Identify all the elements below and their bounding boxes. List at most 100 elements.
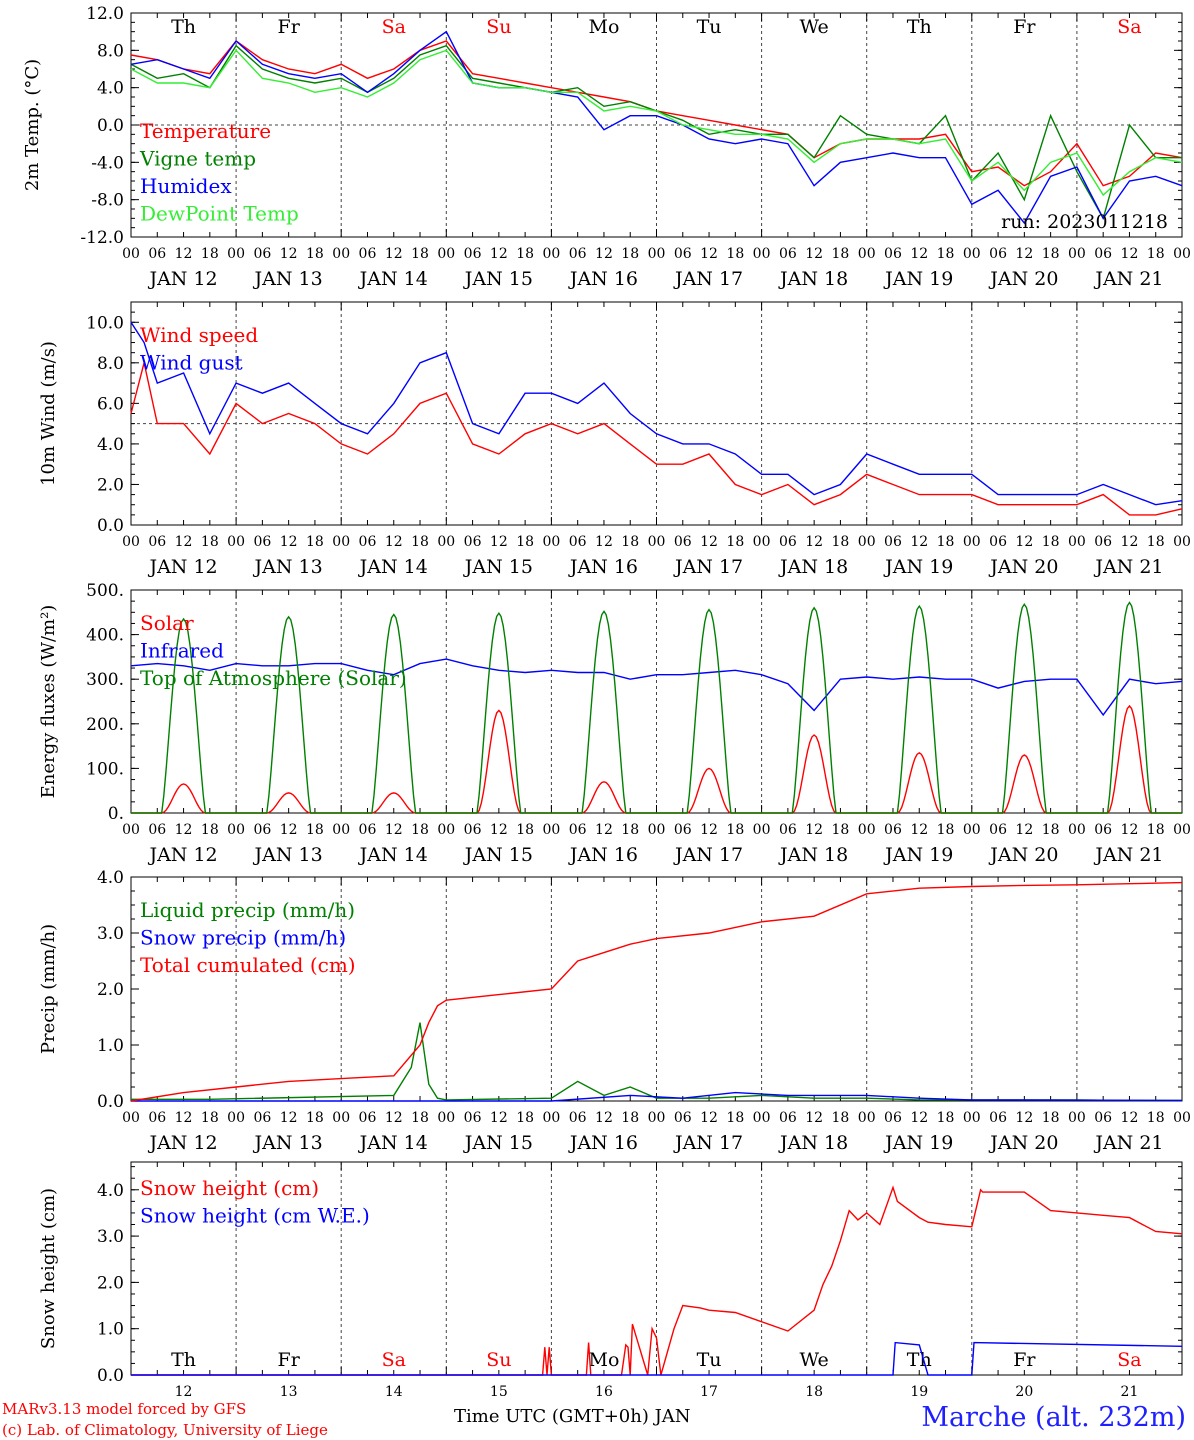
legend-entry: Vigne temp [139,147,256,171]
hour-tick-label: 12 [595,822,613,838]
series-line-vigne-temp [130,44,1182,221]
legend-entry: Humidex [140,174,232,198]
hour-tick-label: 00 [1173,822,1191,838]
hour-tick-label: 00 [227,246,245,262]
hour-tick-label: 12 [175,246,193,262]
series-line-infrared [130,658,1183,717]
hour-tick-label: 00 [858,534,876,550]
hour-tick-label: 00 [963,246,981,262]
hour-tick-label: 18 [1147,534,1165,550]
date-label: JAN 21 [1093,268,1163,290]
hour-tick-label: 06 [779,822,797,838]
hour-tick-label: 00 [1068,822,1086,838]
time-axis-label: Time UTC (GMT+0h) JAN [454,1406,691,1427]
hour-tick-label: 18 [621,534,639,550]
hour-tick-label: 06 [1094,246,1112,262]
hour-tick-label: 18 [726,246,744,262]
hour-tick-label: 18 [306,534,324,550]
date-label: JAN 17 [673,268,743,290]
hour-tick-label: 18 [832,1110,850,1126]
hour-tick-label: 06 [253,246,271,262]
weekday-label: Tu [697,1349,722,1371]
hour-tick-label: 18 [411,246,429,262]
model-credit: MARv3.13 model forced by GFS [2,1400,247,1418]
hour-tick-label: 06 [569,1110,587,1126]
hour-tick-label: 06 [359,822,377,838]
date-label: JAN 16 [568,1132,638,1154]
hour-tick-label: 12 [175,1110,193,1126]
hour-tick-label: 00 [122,534,140,550]
hour-tick-label: 12 [280,1110,298,1126]
series-line-wind-gust [130,321,1183,506]
hour-tick-label: 12 [1015,534,1033,550]
y-axis-label: 2m Temp. (°C) [22,59,43,191]
hour-tick-label: 06 [884,1110,902,1126]
hour-tick-label: 12 [490,822,508,838]
weekday-label: Mo [588,1349,619,1371]
legend-entry: Liquid precip (mm/h) [140,898,355,922]
hour-tick-label: 06 [464,534,482,550]
hour-tick-label: 06 [989,822,1007,838]
day-number-label: 15 [490,1384,508,1400]
station-label: Marche (alt. 232m) [921,1402,1186,1433]
day-number-label: 20 [1015,1384,1033,1400]
hour-tick-label: 00 [963,534,981,550]
hour-tick-label: 18 [726,822,744,838]
hour-tick-label: 18 [201,534,219,550]
hour-tick-label: 06 [148,534,166,550]
hour-tick-label: 18 [937,822,955,838]
hour-tick-label: 06 [148,246,166,262]
date-label: JAN 13 [253,268,323,290]
date-label: JAN 21 [1093,1132,1163,1154]
hour-tick-label: 18 [1042,246,1060,262]
hour-tick-label: 00 [858,246,876,262]
y-tick-label: 4.0 [97,868,124,888]
y-tick-label: 2.0 [97,980,124,1000]
date-label: JAN 17 [673,1132,743,1154]
y-tick-label: 4.0 [97,1181,124,1201]
y-tick-label: 0.0 [97,1366,124,1386]
hour-tick-label: 12 [1121,246,1139,262]
hour-tick-label: 12 [805,246,823,262]
hour-tick-label: 18 [726,1110,744,1126]
hour-tick-label: 12 [1015,246,1033,262]
series-line-snow-precip-mm-h- [131,1091,1183,1102]
hour-tick-label: 06 [359,534,377,550]
hour-tick-label: 00 [753,822,771,838]
hour-tick-label: 06 [674,1110,692,1126]
hour-tick-label: 18 [516,1110,534,1126]
hour-tick-label: 00 [542,1110,560,1126]
hour-tick-label: 12 [910,822,928,838]
day-number-label: 21 [1121,1384,1139,1400]
hour-tick-label: 18 [1147,246,1165,262]
weekday-label: Fr [278,1349,301,1371]
hour-tick-label: 12 [595,534,613,550]
date-label: JAN 15 [463,268,533,290]
hour-tick-label: 12 [1121,822,1139,838]
hour-tick-label: 18 [201,822,219,838]
hour-tick-label: 06 [148,822,166,838]
hour-tick-label: 06 [989,534,1007,550]
date-label: JAN 12 [147,1132,217,1154]
hour-tick-label: 00 [753,246,771,262]
y-tick-label: 200. [86,715,124,735]
hour-tick-label: 00 [1173,246,1191,262]
date-label: JAN 17 [673,556,743,578]
y-tick-label: 8.0 [97,41,124,61]
hour-tick-label: 18 [937,534,955,550]
hour-tick-label: 06 [464,822,482,838]
hour-tick-label: 12 [700,246,718,262]
date-label: JAN 19 [883,1132,953,1154]
hour-tick-label: 06 [779,534,797,550]
hour-tick-label: 18 [621,822,639,838]
hour-tick-label: 06 [253,1110,271,1126]
hour-tick-label: 06 [884,246,902,262]
hour-tick-label: 00 [1173,534,1191,550]
hour-tick-label: 06 [674,246,692,262]
hour-tick-label: 12 [595,246,613,262]
hour-tick-label: 12 [280,822,298,838]
hour-tick-label: 18 [306,822,324,838]
y-tick-label: 8.0 [97,354,124,374]
hour-tick-label: 12 [805,534,823,550]
y-tick-label: 6.0 [97,394,124,414]
